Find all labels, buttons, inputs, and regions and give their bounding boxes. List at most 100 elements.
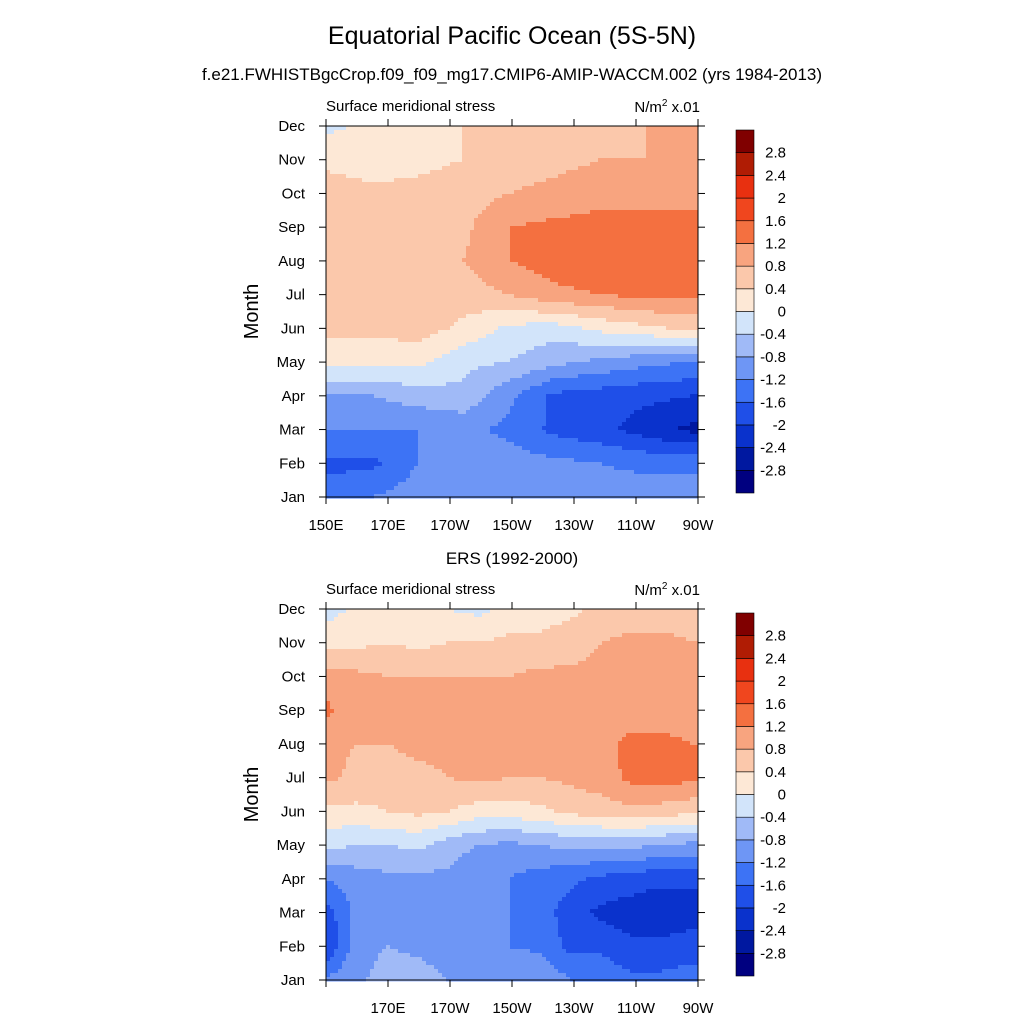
contour-cell [690, 166, 695, 171]
contour-cell [586, 154, 591, 159]
contour-cell [666, 274, 671, 279]
contour-cell [658, 190, 663, 195]
contour-cell [462, 290, 467, 295]
contour-cell [474, 274, 479, 279]
contour-cell [650, 178, 655, 183]
contour-cell [578, 238, 583, 243]
contour-cell [634, 266, 639, 271]
contour-cell [562, 278, 567, 283]
contour-cell [342, 190, 347, 195]
contour-cell [410, 186, 415, 191]
contour-cell [466, 226, 471, 231]
contour-cell [366, 194, 371, 199]
contour-cell [354, 302, 359, 307]
contour-cell [482, 326, 487, 331]
contour-cell [562, 294, 567, 299]
contour-cell [370, 262, 375, 267]
contour-cell [546, 254, 551, 259]
contour-cell [582, 206, 587, 211]
contour-cell [686, 314, 691, 319]
contour-cell [330, 154, 335, 159]
contour-cell [362, 286, 367, 291]
contour-cell [378, 166, 383, 171]
contour-cell [342, 198, 347, 203]
contour-cell [506, 318, 511, 323]
contour-cell [510, 290, 515, 295]
panel1-field [326, 126, 699, 499]
contour-cell [390, 294, 395, 299]
contour-cell [482, 198, 487, 203]
contour-cell [430, 222, 435, 227]
contour-cell [682, 210, 687, 215]
contour-cell [382, 310, 387, 315]
contour-cell [638, 134, 643, 139]
contour-cell [502, 218, 507, 223]
contour-cell [538, 214, 543, 219]
contour-cell [430, 190, 435, 195]
contour-cell [590, 274, 595, 279]
contour-cell [534, 278, 539, 283]
contour-cell [390, 178, 395, 183]
contour-cell [602, 150, 607, 155]
contour-cell [522, 146, 527, 151]
contour-cell [602, 166, 607, 171]
contour-cell [610, 186, 615, 191]
contour-cell [398, 234, 403, 239]
contour-cell [558, 322, 563, 327]
contour-cell [434, 306, 439, 311]
contour-cell [514, 182, 519, 187]
contour-cell [570, 286, 575, 291]
contour-cell [354, 258, 359, 263]
contour-cell [566, 174, 571, 179]
contour-cell [394, 294, 399, 299]
contour-cell [486, 306, 491, 311]
contour-cell [418, 198, 423, 203]
contour-cell [514, 326, 519, 331]
contour-cell [590, 186, 595, 191]
contour-cell [646, 146, 651, 151]
contour-cell [618, 294, 623, 299]
contour-cell [494, 294, 499, 299]
contour-cell [598, 214, 603, 219]
contour-cell [630, 298, 635, 303]
contour-cell [438, 126, 443, 131]
contour-cell [390, 210, 395, 215]
contour-cell [646, 266, 651, 271]
contour-cell [526, 326, 531, 331]
contour-cell [582, 182, 587, 187]
contour-cell [494, 314, 499, 319]
contour-cell [642, 290, 647, 295]
contour-cell [330, 314, 335, 319]
contour-cell [658, 126, 663, 131]
contour-cell [550, 270, 555, 275]
contour-cell [502, 270, 507, 275]
contour-cell [598, 170, 603, 175]
contour-cell [474, 290, 479, 295]
contour-cell [662, 318, 667, 323]
contour-cell [430, 318, 435, 323]
contour-cell [638, 234, 643, 239]
contour-cell [410, 282, 415, 287]
contour-cell [514, 134, 519, 139]
contour-cell [410, 306, 415, 311]
contour-cell [398, 238, 403, 243]
contour-cell [574, 270, 579, 275]
contour-cell [554, 162, 559, 167]
contour-cell [618, 266, 623, 271]
contour-cell [434, 326, 439, 331]
contour-cell [426, 142, 431, 147]
contour-cell [606, 294, 611, 299]
contour-cell [634, 286, 639, 291]
contour-cell [678, 238, 683, 243]
contour-cell [390, 154, 395, 159]
contour-cell [514, 306, 519, 311]
contour-cell [354, 238, 359, 243]
contour-cell [430, 262, 435, 267]
contour-cell [366, 158, 371, 163]
contour-cell [670, 262, 675, 267]
contour-cell [390, 214, 395, 219]
contour-cell [626, 210, 631, 215]
contour-cell [482, 274, 487, 279]
contour-cell [638, 174, 643, 179]
contour-cell [550, 326, 555, 331]
